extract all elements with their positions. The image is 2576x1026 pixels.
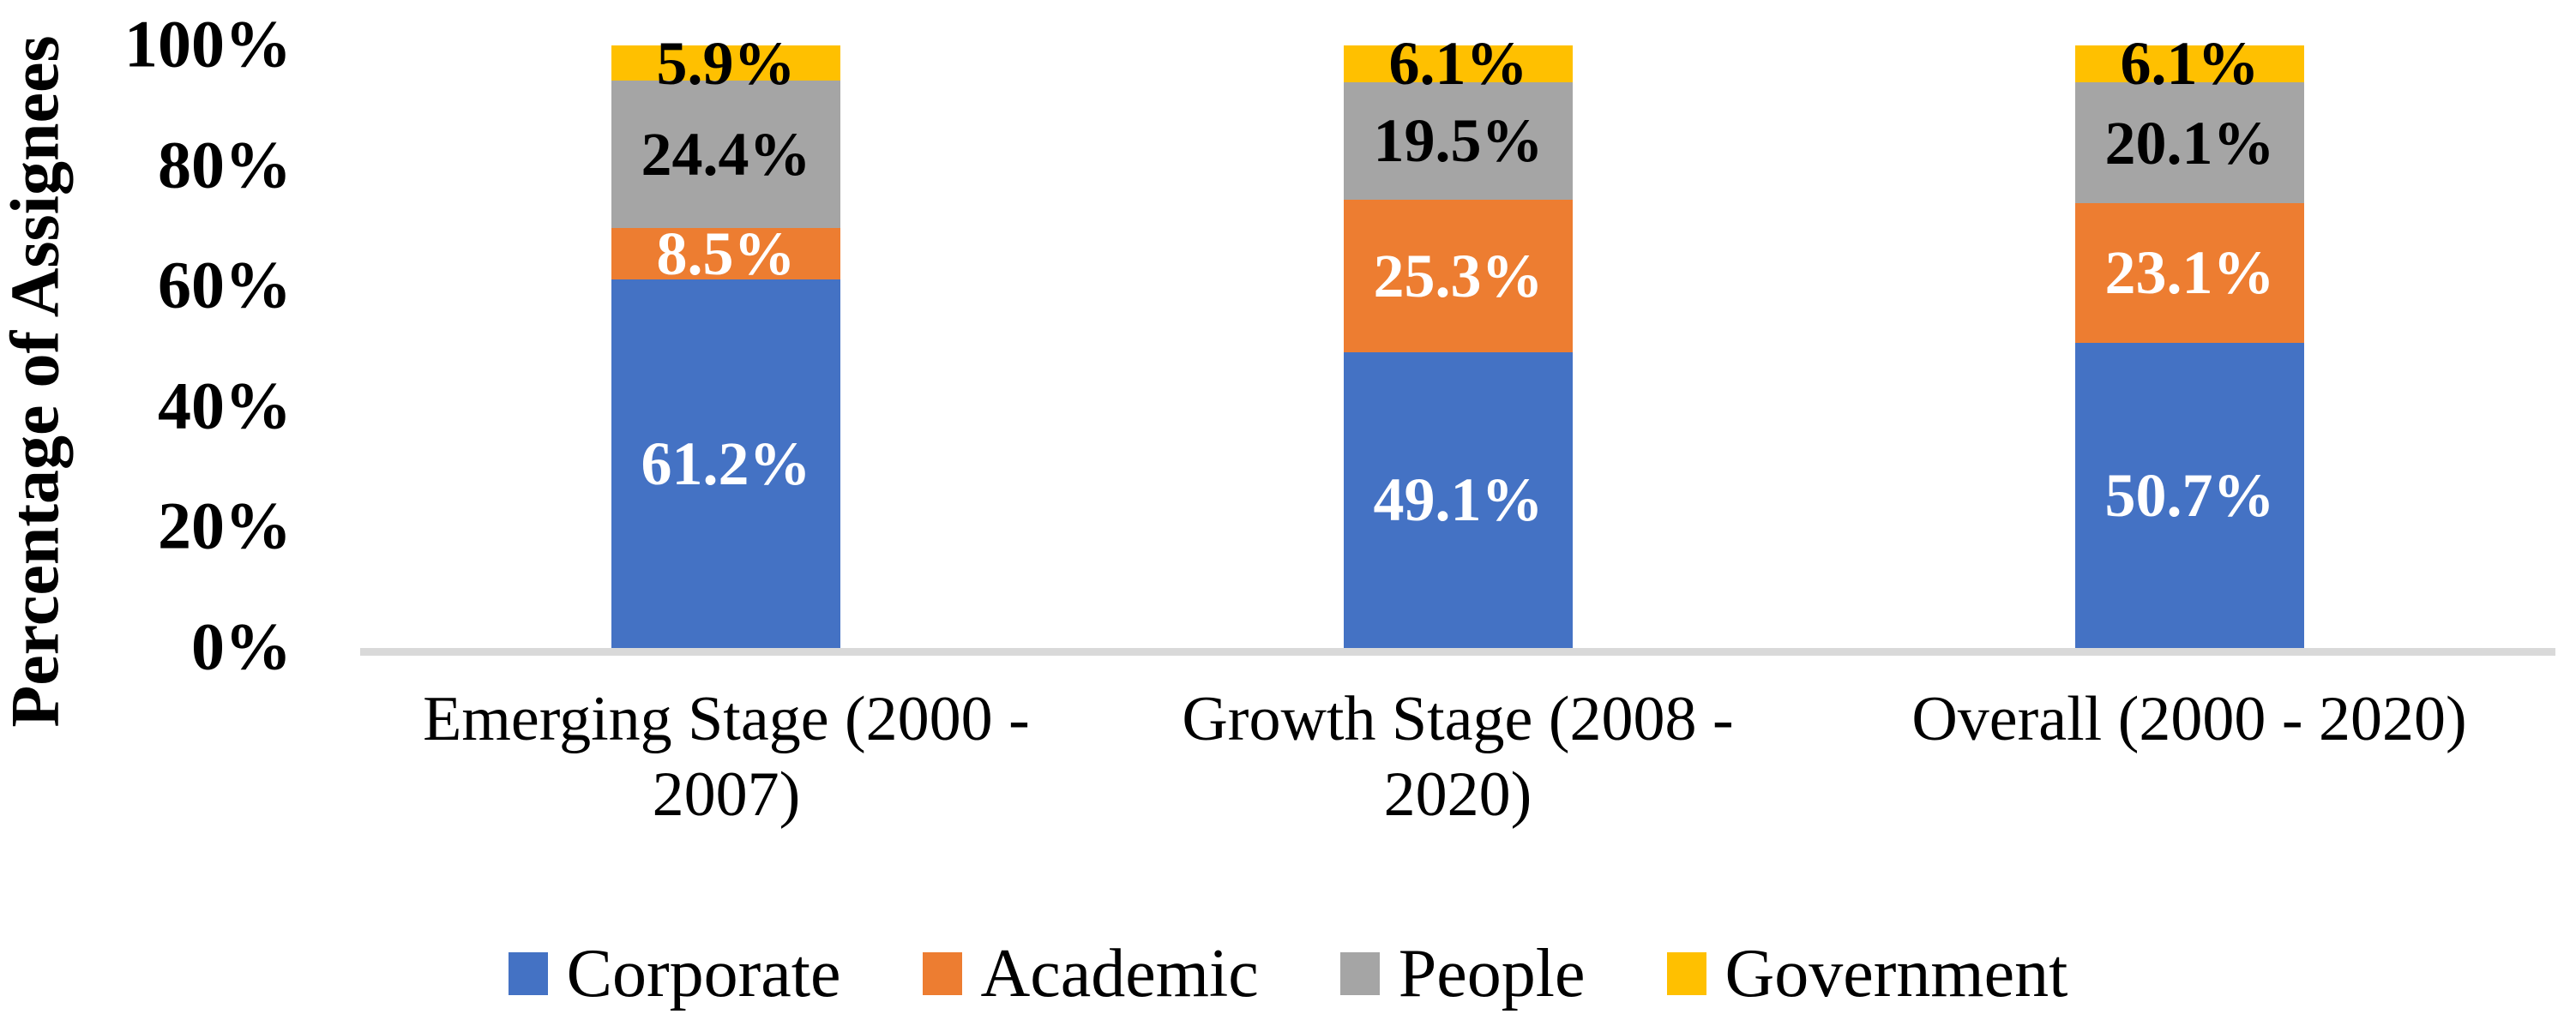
data-label-academic: 23.1% (2104, 238, 2275, 308)
data-label-government: 6.1% (1388, 29, 1528, 99)
legend-swatch-corporate-icon (508, 952, 548, 995)
data-label-academic: 25.3% (1373, 241, 1544, 310)
bar-segment-academic: 25.3% (1344, 199, 1573, 352)
legend-swatch-academic-icon (922, 952, 962, 995)
y-tick-label-40: 40% (158, 368, 292, 443)
bar-segment-people: 19.5% (1344, 81, 1573, 200)
data-label-corporate: 61.2% (641, 429, 811, 498)
legend: Corporate Academic People Government (0, 931, 2576, 1017)
y-tick-label-20: 20% (158, 488, 292, 563)
bar-segment-academic: 8.5% (611, 223, 840, 285)
bar-emerging-stage-2000-2007: 61.2% 8.5% 24.4% 5.9% (611, 33, 840, 648)
bar-segment-government: 6.1% (2075, 33, 2304, 94)
legend-swatch-people-icon (1339, 952, 1380, 995)
data-label-people: 19.5% (1373, 106, 1544, 176)
legend-item-academic: Academic (922, 936, 1259, 1011)
legend-item-people: People (1339, 936, 1586, 1011)
bar-segment-corporate: 49.1% (1344, 351, 1573, 648)
bar-segment-government: 5.9% (611, 33, 840, 94)
legend-label-people: People (1398, 936, 1586, 1011)
category-label-emerging-stage-2000-2007: Emerging Stage (2000 - 2007) (423, 684, 1030, 831)
bar-segment-government: 6.1% (1344, 33, 1573, 94)
y-tick-label-0: 0% (191, 609, 292, 684)
legend-item-corporate: Corporate (508, 936, 841, 1011)
category-label-growth-stage-2008-2020: Growth Stage (2008 - 2020) (1182, 684, 1734, 831)
bar-segment-academic: 23.1% (2075, 203, 2304, 343)
legend-label-corporate: Corporate (566, 936, 841, 1011)
data-label-corporate: 49.1% (1373, 465, 1544, 535)
x-axis-line (360, 648, 2555, 656)
bar-segment-corporate: 61.2% (611, 279, 840, 648)
bar-segment-corporate: 50.7% (2075, 342, 2304, 648)
bar-overall-2000-2020: 50.7% 23.1% 20.1% 6.1% (2075, 33, 2304, 648)
data-label-academic: 8.5% (656, 219, 796, 288)
legend-swatch-government-icon (1666, 952, 1706, 995)
bar-segment-people: 24.4% (611, 81, 840, 229)
data-label-government: 6.1% (2120, 29, 2260, 99)
data-label-people: 20.1% (2104, 108, 2275, 177)
y-tick-label-100: 100% (124, 6, 292, 81)
y-tick-label-60: 60% (158, 247, 292, 322)
category-label-overall-2000-2020: Overall (2000 - 2020) (1911, 684, 2467, 754)
bar-segment-people: 20.1% (2075, 81, 2304, 204)
legend-item-government: Government (1666, 936, 2068, 1011)
data-label-government: 5.9% (656, 28, 796, 98)
y-tick-label-80: 80% (158, 127, 292, 202)
data-label-corporate: 50.7% (2104, 460, 2275, 530)
legend-label-government: Government (1724, 936, 2068, 1011)
bar-growth-stage-2008-2020: 49.1% 25.3% 19.5% 6.1% (1344, 33, 1573, 648)
legend-label-academic: Academic (980, 936, 1259, 1011)
data-label-people: 24.4% (641, 120, 811, 189)
